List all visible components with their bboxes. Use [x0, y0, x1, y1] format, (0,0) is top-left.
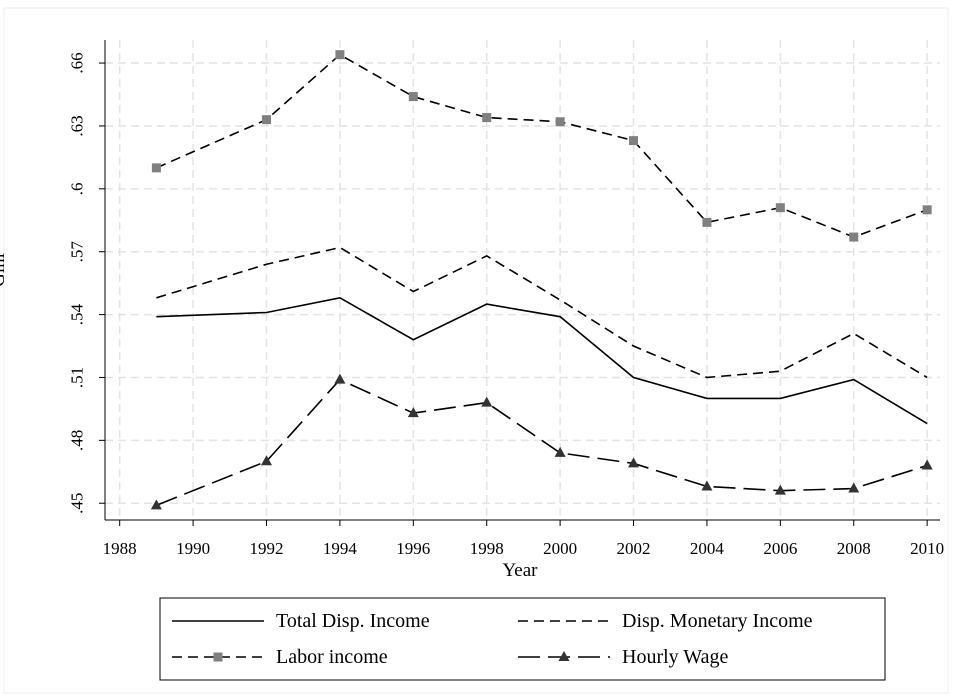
marker [628, 457, 640, 468]
marker [150, 499, 162, 510]
marker [774, 484, 786, 495]
y-tick-label: .54 [68, 303, 87, 325]
legend-label: Disp. Monetary Income [622, 610, 813, 632]
x-tick-label: 1990 [176, 539, 210, 558]
series-line [156, 378, 928, 507]
marker [407, 407, 419, 418]
series-line [156, 246, 928, 379]
marker [213, 652, 223, 662]
marker [558, 651, 570, 661]
series-line [156, 296, 928, 425]
x-tick-label: 1992 [249, 539, 283, 558]
marker [775, 203, 785, 213]
marker [408, 92, 418, 102]
marker [555, 117, 565, 127]
marker [334, 373, 346, 384]
y-tick-label: .66 [68, 52, 87, 73]
marker [260, 455, 272, 466]
x-tick-label: 1996 [396, 539, 430, 558]
y-tick-label: .57 [68, 241, 87, 263]
x-tick-label: 2010 [910, 539, 944, 558]
x-tick-label: 2006 [763, 539, 797, 558]
marker [335, 50, 345, 60]
x-tick-label: 2008 [837, 539, 871, 558]
legend-label: Hourly Wage [622, 646, 728, 668]
y-tick-label: .63 [68, 115, 87, 136]
x-tick-label: 2002 [617, 539, 651, 558]
x-tick-label: 2004 [690, 539, 725, 558]
x-tick-label: 1998 [470, 539, 504, 558]
marker [554, 446, 566, 457]
legend-label: Total Disp. Income [276, 610, 430, 632]
marker [629, 136, 639, 146]
legend-label: Labor income [276, 646, 388, 668]
x-tick-label: 1988 [103, 539, 137, 558]
chart-frame [3, 7, 949, 694]
marker [481, 396, 493, 407]
y-tick-label: .48 [68, 430, 87, 451]
y-axis-label: Gini [0, 253, 9, 287]
x-axis-label: Year [502, 560, 538, 581]
legend [159, 597, 886, 681]
marker [261, 115, 271, 125]
marker [922, 205, 932, 215]
x-tick-label: 1994 [323, 539, 358, 558]
y-tick-label: .6 [68, 182, 87, 195]
marker [702, 217, 712, 227]
marker [921, 459, 933, 470]
marker [701, 480, 713, 491]
y-tick-label: .51 [68, 367, 87, 388]
marker [151, 163, 161, 173]
marker [849, 232, 859, 242]
marker [482, 113, 492, 123]
marker [848, 482, 860, 493]
y-tick-label: .45 [68, 493, 87, 514]
x-tick-label: 2000 [543, 539, 577, 558]
